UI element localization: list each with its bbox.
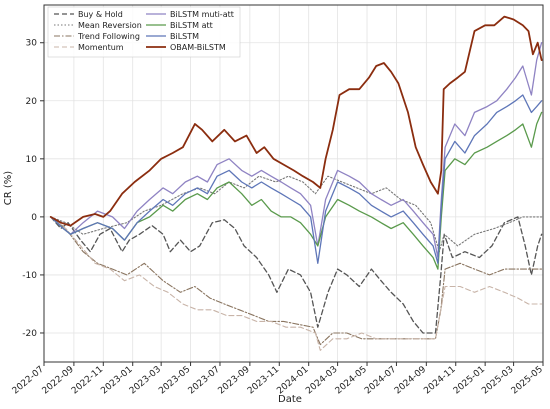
series-line-mean-reversion [50,175,543,253]
series-line-bilstm-muti-att [50,42,543,259]
series-line-obam-bilstm [49,15,543,227]
y-tick-label: 30 [26,39,38,49]
y-tick-label: 10 [26,155,38,165]
legend-label-trend-following: Trend Following [77,32,140,41]
y-tick-label: -20 [22,329,37,339]
series-line-bilstm-att [50,111,543,270]
legend: Buy & Hold Mean Reversion Trend Following M… [47,6,241,58]
legend-label-momentum: Momentum [78,43,124,52]
y-tick-label: 0 [31,213,37,223]
plot-frame [43,4,544,363]
series-line-trend-following [50,216,543,346]
series-line-bilstm [50,94,543,264]
legend-label-bilstm-muti-att: BiLSTM muti-att [170,10,234,19]
legend-label-obam-bilstm: OBAM-BiLSTM [170,43,226,52]
series-lines [49,15,543,351]
legend-box [47,6,241,58]
y-axis-title: CR (%) [3,171,14,206]
legend-label-buy-hold: Buy & Hold [78,10,123,19]
y-tick-label: -10 [22,271,37,281]
y-axis-ticks: -20 -10 0 10 20 30 [22,39,44,339]
legend-label-mean-reversion: Mean Reversion [78,21,142,30]
legend-label-bilstm: BiLSTM [170,32,199,41]
series-line-buy-hold [50,216,543,334]
series-line-momentum [50,216,543,351]
legend-label-bilstm-att: BiLSTM att [170,21,213,30]
x-axis-title: Date [278,394,302,405]
y-tick-label: 20 [26,97,38,107]
